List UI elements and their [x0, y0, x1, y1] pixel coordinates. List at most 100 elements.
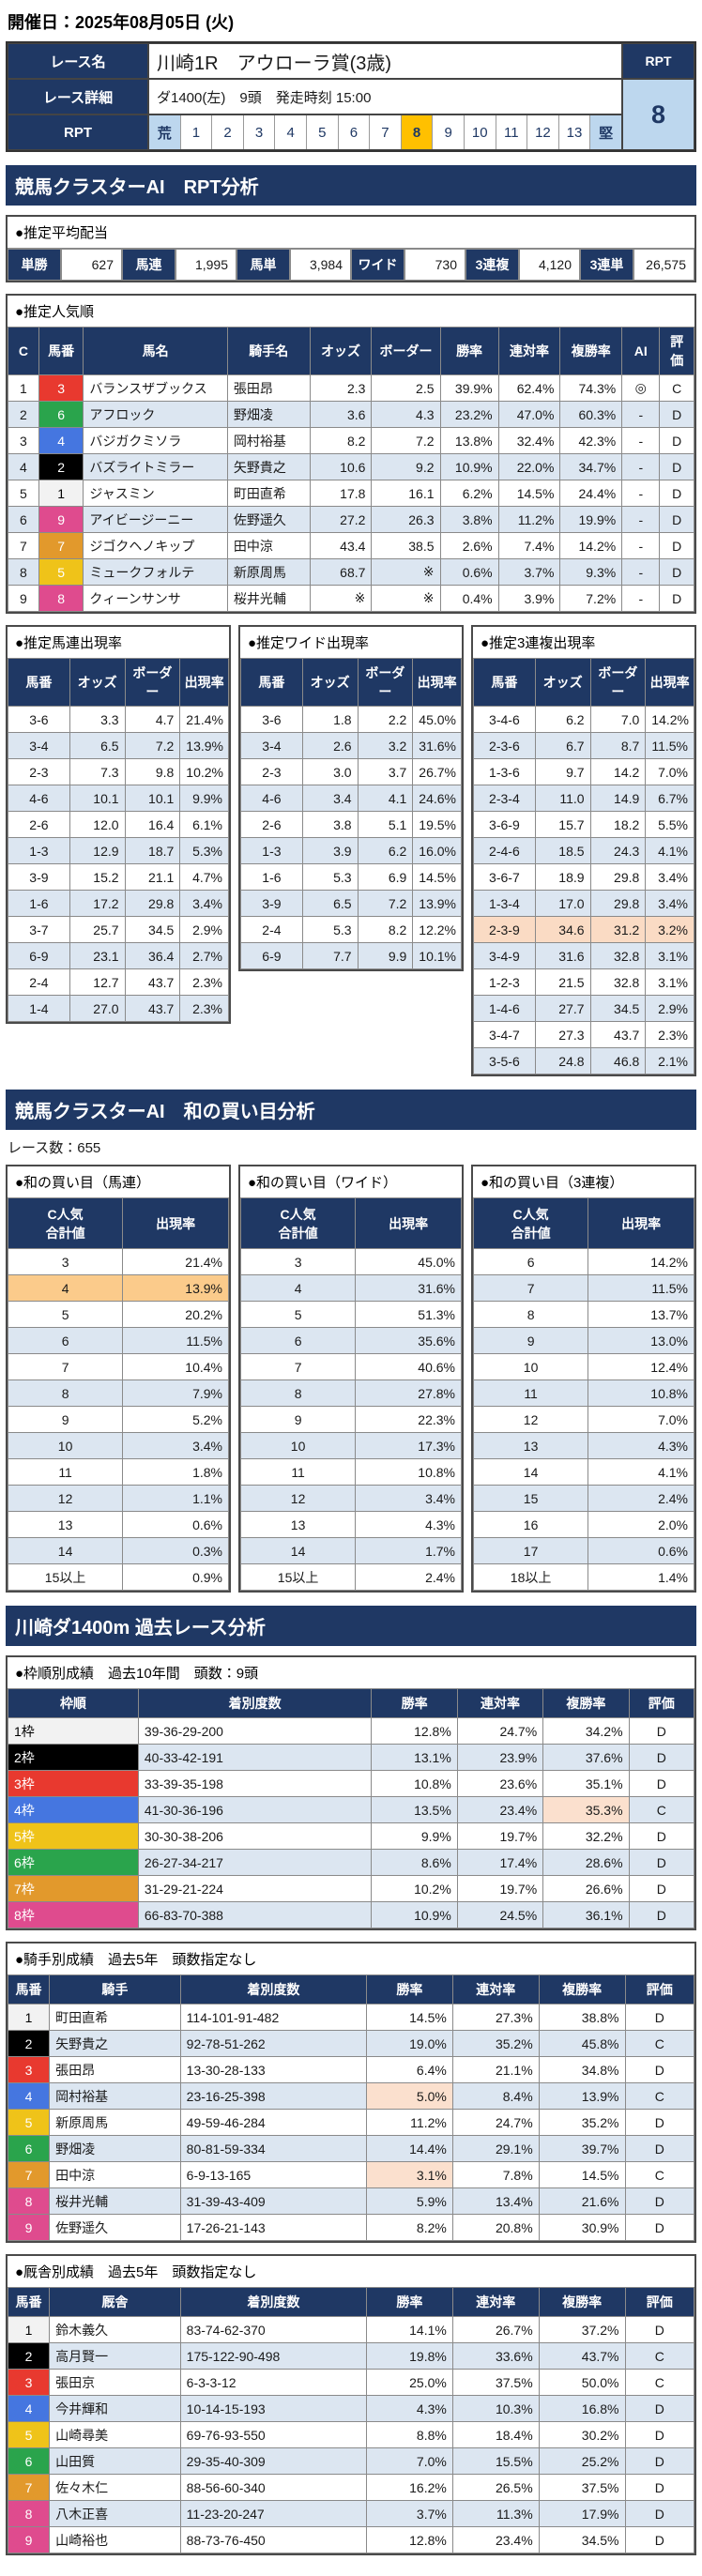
- cell-win: 5.9%: [366, 2187, 453, 2215]
- sanrenpuku-title: ●推定3連複出現率: [481, 635, 596, 651]
- cell-waku: 6枠: [8, 1849, 139, 1876]
- payout-type: 3連複: [465, 249, 519, 281]
- umaren-title: ●推定馬連出現率: [15, 635, 123, 651]
- table-row: 5 20.2%: [7, 1301, 229, 1328]
- cell-fuku: 30.2%: [538, 2421, 626, 2448]
- cell-border: 2.2: [357, 706, 414, 733]
- rpt-scale: 荒 1 2 3 4 5 6 7 8 9 10 11 12 13 堅: [148, 114, 622, 150]
- cell-border: ※: [371, 585, 441, 612]
- cell-rate: 0.9%: [122, 1563, 229, 1591]
- cell-fuku: 36.1%: [542, 1901, 630, 1928]
- cell-name: 高月賢一: [49, 2342, 181, 2370]
- cell-win: 10.9%: [371, 1901, 458, 1928]
- cell-border: 4.1: [357, 785, 414, 812]
- cell-fuku: 19.9%: [559, 506, 623, 533]
- cell-pair: 2-4: [8, 968, 70, 996]
- table-row: 3-7 25.7 34.5 2.9%: [8, 916, 229, 943]
- table-row: 2-3 3.0 3.7 26.7%: [240, 758, 462, 785]
- cell-horse: クィーンサンサ: [83, 585, 228, 612]
- cell-rate: 12.2%: [412, 916, 462, 943]
- payout-type: 馬単: [237, 249, 290, 281]
- race-detail: ダ1400(左) 9頭 発走時刻 15:00: [148, 79, 622, 114]
- cell-num: 2: [7, 2342, 51, 2370]
- cell-rate: 3.4%: [355, 1485, 462, 1512]
- cell-jockey: 桜井光輔: [226, 585, 311, 612]
- cell-odds: 6.5: [301, 890, 359, 917]
- table-row: 9 山崎裕也 88-73-76-450 12.8% 23.4% 34.5% D: [7, 2526, 694, 2553]
- table-row: 13 4.3%: [472, 1432, 694, 1459]
- table-row: 3枠 33-39-35-198 10.8% 23.6% 35.1% D: [8, 1770, 695, 1797]
- cell-rate: 31.6%: [412, 732, 462, 759]
- cell-ev: D: [624, 2056, 694, 2083]
- cell-odds: 18.5: [534, 837, 591, 864]
- cell-jockey: 田中涼: [226, 532, 311, 559]
- cell-num: 9: [7, 2214, 51, 2241]
- cell-ren: 32.4%: [497, 427, 561, 454]
- cell-odds: 8.2: [309, 427, 373, 454]
- cell-odds: 10.6: [309, 453, 373, 480]
- header-row: C 馬番 馬名 騎手名 オッズ ボーダー 勝率 連対率 複勝率 AI 評価: [8, 327, 694, 375]
- cell-c: 3: [8, 427, 39, 454]
- cell-rate: 3.2%: [645, 916, 694, 943]
- cell-num: 3: [7, 2056, 51, 2083]
- table-row: 10 12.4%: [472, 1353, 694, 1380]
- cell-border: 9.2: [371, 453, 441, 480]
- cell-win: 5.0%: [366, 2082, 453, 2110]
- cell-rec: 88-56-60-340: [179, 2474, 368, 2501]
- cell-win: 12.8%: [371, 1717, 458, 1745]
- cell-odds: 3.4: [301, 785, 359, 812]
- cell-ev: C: [624, 2030, 694, 2057]
- table-row: 10 17.3%: [239, 1432, 462, 1459]
- cell-odds: 15.2: [69, 863, 126, 891]
- cell-border: 6.2: [357, 837, 414, 864]
- rpt-scale-cell: 7: [370, 115, 402, 149]
- cell-border: 6.9: [357, 863, 414, 891]
- cell-win: 13.5%: [371, 1796, 458, 1823]
- wa-tables: ●和の買い目（馬連） C人気 合計値 出現率 3 21.4% 4 13.9% 5 20.2%…: [6, 1165, 696, 1593]
- rpt-scale-cell: 11: [496, 115, 528, 149]
- cell-border: 14.9: [589, 785, 647, 812]
- stable-title: ●厩舎別成績 過去5年 頭数指定なし: [15, 2264, 257, 2280]
- column-header: 勝率: [439, 327, 499, 375]
- cell-ren: 17.4%: [456, 1849, 544, 1876]
- cell-num: 2: [38, 453, 84, 480]
- cell-border: 5.1: [357, 811, 414, 838]
- race-info-table: レース名 川崎1R アウローラ賞(3歳) RPT レース詳細 ダ1400(左) …: [6, 41, 696, 152]
- cell-pair: 3-9: [8, 863, 70, 891]
- rpt-scale-cell-selected: 8: [401, 115, 434, 149]
- cell-name: 野畑凌: [49, 2135, 181, 2162]
- cell-name: 山田質: [49, 2447, 181, 2475]
- table-row: 15 2.4%: [472, 1485, 694, 1512]
- cell-rate: 2.1%: [645, 1047, 694, 1075]
- rpt-scale-cell: 9: [433, 115, 465, 149]
- table-row: 7 田中涼 6-9-13-165 3.1% 7.8% 14.5% C: [7, 2161, 694, 2188]
- cell-odds: 3.6: [309, 401, 373, 428]
- table-row: 4 今井輝和 10-14-15-193 4.3% 10.3% 16.8% D: [7, 2395, 694, 2422]
- table-row: 1-3-4 17.0 29.8 3.4%: [473, 890, 694, 917]
- table-row: 9 8 クィーンサンサ 桜井光輔 ※ ※ 0.4% 3.9% 7.2% - D: [8, 585, 694, 612]
- cell-win: 39.9%: [439, 374, 499, 402]
- cell-odds: 3.0: [301, 758, 359, 785]
- table-row: 3-6 3.3 4.7 21.4%: [8, 706, 229, 733]
- cell-win: 8.8%: [366, 2421, 453, 2448]
- cell-border: 4.3: [371, 401, 441, 428]
- cell-ren: 13.4%: [451, 2187, 540, 2215]
- cell-name: 今井輝和: [49, 2395, 181, 2422]
- cell-border: 9.8: [124, 758, 181, 785]
- column-header: 馬名: [83, 327, 228, 375]
- column-header: C: [8, 327, 39, 375]
- cell-sum: 12: [239, 1485, 357, 1512]
- cell-rate: 13.0%: [588, 1327, 694, 1354]
- cell-win: 3.8%: [439, 506, 499, 533]
- cell-horse: バジガクミソラ: [83, 427, 228, 454]
- cell-rate: 0.6%: [122, 1511, 229, 1538]
- cell-rate: 2.4%: [588, 1485, 694, 1512]
- table-row: 2-3-9 34.6 31.2 3.2%: [473, 916, 694, 943]
- cell-pair: 2-3: [240, 758, 303, 785]
- cell-name: 八木正喜: [49, 2500, 181, 2527]
- cell-rate: 16.0%: [412, 837, 462, 864]
- probability-tables: ●推定馬連出現率 馬番 オッズ ボーダー 出現率 3-6 3.3 4.7 21.4% 3-4 6…: [6, 625, 696, 1076]
- waku-title: ●枠順別成績 過去10年間 頭数：9頭: [15, 1666, 259, 1682]
- cell-ev: D: [624, 2187, 694, 2215]
- table-row: 3-6-9 15.7 18.2 5.5%: [473, 811, 694, 838]
